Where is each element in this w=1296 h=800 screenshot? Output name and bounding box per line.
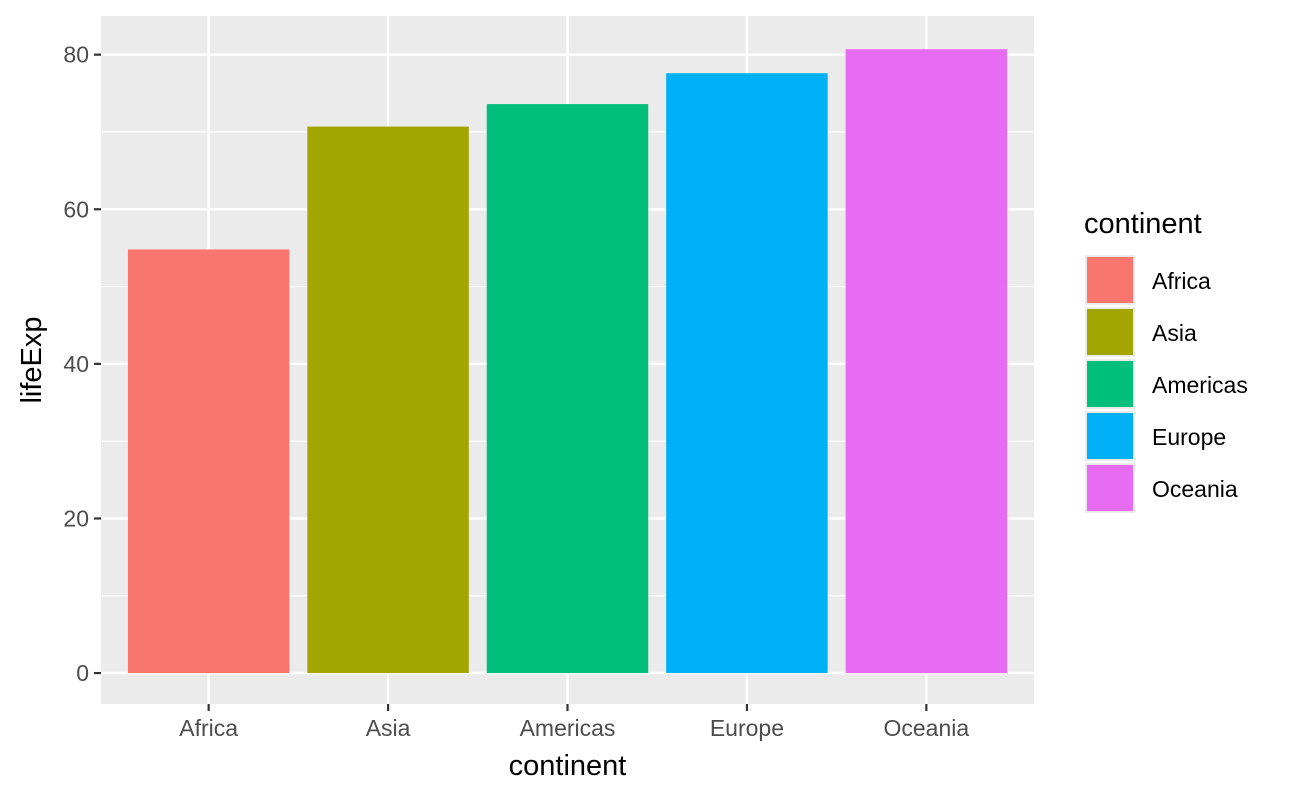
y-tick-label: 20 <box>63 505 89 531</box>
x-tick-label: Africa <box>179 715 238 741</box>
x-tick-label: Europe <box>710 715 784 741</box>
legend-label: Asia <box>1152 320 1197 346</box>
bar-americas <box>486 104 649 674</box>
legend-label: Americas <box>1152 372 1248 398</box>
legend-swatch <box>1087 309 1133 355</box>
legend-swatch <box>1087 257 1133 303</box>
legend-label: Oceania <box>1152 476 1238 502</box>
x-axis-title: continent <box>509 750 627 782</box>
bar-oceania <box>845 49 1008 674</box>
x-tick-label: Americas <box>520 715 616 741</box>
x-tick-label: Oceania <box>884 715 970 741</box>
x-tick-label: Asia <box>366 715 411 741</box>
bar-europe <box>666 73 828 674</box>
y-tick-label: 40 <box>63 351 89 377</box>
x-axis: Africa Asia Americas Europe Oceania <box>179 704 969 741</box>
y-tick-label: 0 <box>76 660 89 686</box>
legend: continent Africa Asia Americas Europe Oceani… <box>1084 208 1248 513</box>
bar-africa <box>127 249 290 674</box>
y-tick-label: 60 <box>63 196 89 222</box>
bars <box>127 49 1008 674</box>
y-axis: 0 20 40 60 80 <box>63 42 101 686</box>
legend-label: Africa <box>1152 268 1211 294</box>
legend-swatch <box>1087 413 1133 459</box>
legend-label: Europe <box>1152 424 1226 450</box>
y-tick-label: 80 <box>63 42 89 68</box>
legend-swatch <box>1087 465 1133 511</box>
legend-swatch <box>1087 361 1133 407</box>
y-axis-title: lifeExp <box>16 316 48 403</box>
legend-title: continent <box>1084 208 1202 240</box>
bar-asia <box>307 126 469 674</box>
